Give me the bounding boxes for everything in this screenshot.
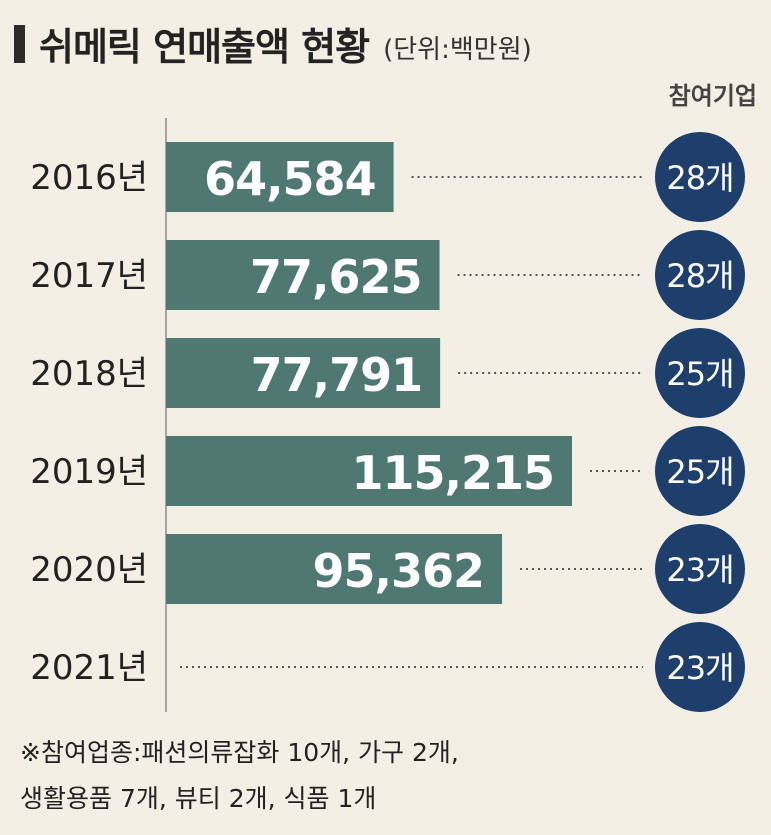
category-label: 2018년 [30, 354, 148, 394]
unit-label: (단위:백만원) [383, 35, 532, 65]
company-count: 23개 [666, 649, 733, 687]
data-label: 115,215 [351, 446, 554, 500]
company-count: 25개 [666, 453, 733, 491]
company-count: 28개 [666, 159, 733, 197]
category-label: 2020년 [30, 550, 148, 590]
data-label: 77,791 [251, 348, 423, 402]
data-label: 95,362 [313, 544, 485, 598]
category-label: 2016년 [30, 158, 148, 198]
title-marker [14, 24, 25, 63]
company-badge [655, 622, 745, 712]
category-label: 2017년 [30, 256, 148, 296]
bar [166, 142, 394, 212]
footnote: ※참여업종:패션의류잡화 10개, 가구 2개, 생활용품 7개, 뷰티 2개,… [20, 730, 459, 822]
title-block: 쉬메릭 연매출액 현황 (단위:백만원) [14, 16, 532, 71]
category-label: 2019년 [30, 452, 148, 492]
bar [166, 338, 441, 408]
chart-title: 쉬메릭 연매출액 현황 [39, 25, 370, 69]
data-label: 77,625 [250, 250, 422, 304]
company-badge [655, 328, 745, 418]
company-count: 25개 [666, 355, 733, 393]
bar [166, 240, 440, 310]
company-count: 28개 [666, 257, 733, 295]
company-badge [655, 230, 745, 320]
data-label: 64,584 [204, 152, 376, 206]
bar [166, 534, 503, 604]
category-label: 2021년 [30, 648, 148, 688]
company-badge [655, 132, 745, 222]
company-badge [655, 524, 745, 614]
company-count: 23개 [666, 551, 733, 589]
bar [166, 436, 572, 506]
company-badge [655, 426, 745, 516]
footnote-line: ※참여업종:패션의류잡화 10개, 가구 2개, [20, 738, 459, 767]
footnote-line: 생활용품 7개, 뷰티 2개, 식품 1개 [20, 784, 377, 813]
company-count-header: 참여기업 [668, 82, 757, 110]
